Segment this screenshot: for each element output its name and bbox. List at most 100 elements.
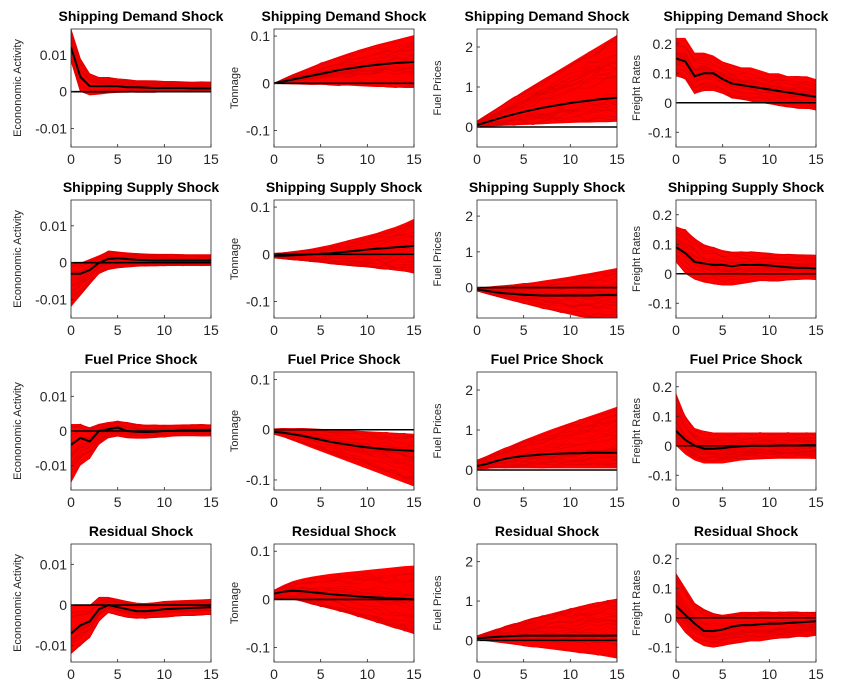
x-tick-label: 10 xyxy=(563,494,579,510)
x-tick-label: 10 xyxy=(563,322,579,338)
y-tick-label: 0 xyxy=(664,95,672,111)
y-axis-label: Fuel Prices xyxy=(432,231,444,287)
x-tick-label: 10 xyxy=(157,666,173,682)
draw-line xyxy=(274,56,414,84)
draw-line xyxy=(676,396,816,437)
draw-line xyxy=(71,611,211,652)
x-tick-label: 5 xyxy=(114,666,122,682)
draw-line xyxy=(274,42,414,84)
x-tick-label: 15 xyxy=(808,666,824,682)
draw-line xyxy=(676,45,816,89)
median-line xyxy=(274,61,414,85)
x-tick-label: 5 xyxy=(114,494,122,510)
y-tick-label: 2 xyxy=(465,382,473,398)
y-tick-label: 0 xyxy=(59,255,67,271)
x-tick-label: 0 xyxy=(270,322,278,338)
y-tick-label: -0.01 xyxy=(35,458,67,474)
x-tick-label: 15 xyxy=(203,151,219,167)
median-line xyxy=(71,426,211,446)
x-tick-label: 10 xyxy=(762,666,778,682)
draw-line xyxy=(477,616,617,638)
y-tick-label: 1 xyxy=(465,79,473,95)
draw-line xyxy=(274,256,414,264)
draw-line xyxy=(274,71,414,84)
draw-line xyxy=(274,67,414,84)
draw-line xyxy=(477,68,617,124)
y-tick-label: 0.1 xyxy=(653,65,673,81)
panel-title: Fuel Price Shock xyxy=(690,351,803,367)
x-tick-label: 5 xyxy=(317,151,325,167)
draw-line xyxy=(477,116,617,128)
axes-box xyxy=(70,543,212,663)
y-tick-label: -0.01 xyxy=(35,121,67,137)
y-axis-label: Freight Rates xyxy=(631,569,643,636)
draw-line xyxy=(477,408,617,461)
draw-line xyxy=(477,289,617,308)
draw-line xyxy=(274,586,414,596)
median-line xyxy=(676,430,816,450)
draw-line xyxy=(274,585,414,596)
draw-line xyxy=(274,572,414,591)
draw-line xyxy=(274,222,414,254)
axes-box xyxy=(273,199,415,319)
axes-box xyxy=(273,371,415,491)
axes-box xyxy=(675,28,817,148)
draw-line xyxy=(71,597,211,607)
draw-line xyxy=(676,53,816,94)
y-tick-label: -0.1 xyxy=(246,472,270,488)
y-tick-label: 0.2 xyxy=(653,207,673,223)
draw-line xyxy=(71,263,211,302)
draw-line xyxy=(477,114,617,128)
x-tick-label: 15 xyxy=(203,666,219,682)
draw-line xyxy=(71,608,211,638)
draw-line xyxy=(477,418,617,463)
y-tick-label: 0.1 xyxy=(251,372,271,388)
draw-line xyxy=(71,424,211,446)
y-tick-label: 0.2 xyxy=(653,36,673,52)
draw-line xyxy=(676,433,816,459)
x-tick-label: 5 xyxy=(317,494,325,510)
y-tick-label: 0 xyxy=(262,422,270,438)
draw-line xyxy=(71,431,211,466)
draw-line xyxy=(274,219,414,254)
y-tick-label: 1 xyxy=(465,244,473,260)
draw-line xyxy=(477,64,617,124)
panel-title: Residual Shock xyxy=(292,523,396,539)
axes-box xyxy=(675,371,817,491)
draw-line xyxy=(274,257,414,274)
panel-title: Shipping Demand Shock xyxy=(59,8,224,24)
y-tick-label: -0.1 xyxy=(648,124,672,140)
y-tick-label: 2 xyxy=(465,39,473,55)
x-tick-label: 15 xyxy=(808,322,824,338)
draw-line xyxy=(477,100,617,126)
draw-line xyxy=(676,413,816,445)
y-tick-label: -0.1 xyxy=(246,293,270,309)
x-tick-label: 10 xyxy=(762,322,778,338)
draw-line xyxy=(477,41,617,122)
y-tick-label: 0 xyxy=(664,610,672,626)
panel-title: Residual Shock xyxy=(89,523,193,539)
x-tick-label: 5 xyxy=(520,151,528,167)
x-tick-label: 0 xyxy=(672,151,680,167)
x-tick-label: 10 xyxy=(360,322,376,338)
draw-line xyxy=(676,609,816,641)
panel-title: Shipping Demand Shock xyxy=(465,8,630,24)
x-tick-label: 0 xyxy=(672,322,680,338)
draw-line xyxy=(477,612,617,638)
x-tick-label: 5 xyxy=(719,494,727,510)
x-tick-label: 15 xyxy=(406,666,422,682)
y-tick-label: 0 xyxy=(262,246,270,262)
y-axis-label: Econonomic Activity xyxy=(12,554,24,652)
y-tick-label: 0 xyxy=(262,75,270,91)
draw-line xyxy=(676,44,816,86)
median-line xyxy=(477,288,617,297)
draw-line xyxy=(71,435,211,480)
draw-line xyxy=(274,431,414,471)
x-tick-label: 0 xyxy=(67,494,75,510)
draw-line xyxy=(71,43,211,87)
axes-box xyxy=(476,371,618,491)
